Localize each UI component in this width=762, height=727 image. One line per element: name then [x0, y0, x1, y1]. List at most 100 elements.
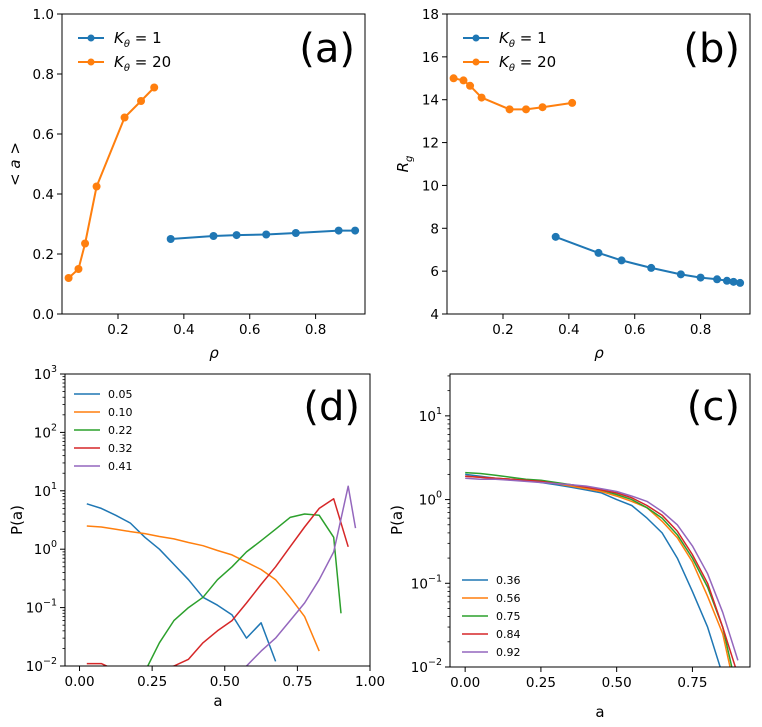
panel-d-xtick-label-4: 1.00 — [355, 674, 385, 690]
panel-a-series-0-point-4 — [291, 229, 300, 237]
panel-b-marks: 0.2 0.4 0.6 0.8 4 6 8 10 12 14 16 18 — [422, 7, 745, 338]
panel-a-legend: Kθ = 1 Kθ = 20 — [78, 29, 171, 74]
panel-b-series-0-point-2 — [617, 256, 626, 265]
panel-b-series-0-point-3 — [647, 263, 656, 272]
panel-a-xlabel: ρ — [209, 344, 219, 362]
legend-a-marker-1 — [87, 58, 95, 66]
panel-a-label: (a) — [299, 26, 355, 72]
panel-b-ytick-label-5: 14 — [422, 93, 439, 109]
panel-c-ytick-label-3: 101 — [419, 406, 442, 425]
panel-b-series-0-point-1 — [594, 248, 603, 257]
panel-a-ytick-label-2: 0.4 — [33, 187, 54, 203]
panel-d-series-2-line — [146, 513, 342, 666]
panel-b-label: (b) — [683, 26, 740, 72]
panel-b-xtick-label-1: 0.4 — [558, 322, 579, 338]
panel-b-series-1-point-4 — [505, 105, 514, 114]
panel-c-ylabel: P(a) — [388, 505, 406, 535]
panel-b-ytick-label-4: 12 — [422, 136, 439, 152]
panel-a-xtick-label-3: 0.8 — [305, 322, 326, 338]
legend-d-text-1: 0.10 — [108, 406, 133, 419]
panel-b-series-1-point-5 — [522, 105, 531, 114]
panel-b-series-0-point-4 — [676, 270, 685, 279]
panel-d-xtick-label-0: 0.00 — [64, 674, 94, 690]
legend-d-text-2: 0.22 — [108, 424, 133, 437]
panel-b-series-0-point-8 — [729, 277, 738, 286]
panel-d-label: (d) — [303, 384, 360, 430]
panel-c-legend: 0.36 0.56 0.75 0.84 0.92 — [462, 574, 521, 659]
legend-b-text-1: Kθ = 20 — [499, 53, 556, 74]
panel-a-xtick-label-2: 0.6 — [239, 322, 260, 338]
panel-b-ytick-label-7: 18 — [422, 7, 439, 23]
legend-a-text-0: Kθ = 1 — [114, 29, 162, 50]
panel-b-ytick-label-2: 8 — [430, 221, 439, 237]
panel-d-series-3-line — [86, 498, 349, 666]
panel-a-frame — [61, 13, 366, 315]
panel-c-xtick-label-0: 0.00 — [450, 675, 480, 691]
panel-c-ytick-label-1: 10−1 — [411, 573, 442, 592]
panel-a-ytick-label-5: 1.0 — [33, 7, 54, 23]
panel-a-xtick-label-1: 0.4 — [173, 322, 194, 338]
panel-c-xtick-label-3: 0.75 — [677, 675, 707, 691]
panel-a-ylabel: < a > — [6, 142, 24, 186]
panel-b-frame — [446, 13, 751, 315]
panel-b-ytick-label-3: 10 — [422, 178, 439, 194]
panel-b-xtick-label-3: 0.8 — [690, 322, 711, 338]
panel-a-series-0-point-3 — [262, 230, 271, 239]
panel-d-legend: 0.05 0.10 0.22 0.32 0.41 — [74, 388, 133, 473]
legend-d-text-3: 0.32 — [108, 442, 133, 455]
panel-b-series-1-point-0 — [449, 74, 458, 83]
panel-c-xlabel: a — [595, 703, 604, 721]
legend-c-text-2: 0.75 — [496, 610, 521, 623]
panel-a-series-0-point-0 — [166, 235, 175, 243]
panel-d-ytick-label-4: 102 — [34, 422, 57, 441]
legend-c-text-0: 0.36 — [496, 574, 521, 587]
panel-d-series-4-line — [245, 485, 357, 666]
panel-d: 0.00 0.25 0.50 0.75 1.00 10−2 10−1 100 101 102 103… — [8, 364, 385, 710]
panel-b-legend: Kθ = 1 Kθ = 20 — [463, 29, 556, 74]
panel-a-xtick-label-0: 0.2 — [107, 322, 128, 338]
panel-b-series-0-point-7 — [722, 276, 731, 285]
legend-b-marker-1 — [472, 58, 480, 66]
panel-d-ytick-label-3: 101 — [34, 481, 57, 500]
panel-c-ytick-label-0: 10−2 — [411, 657, 442, 676]
panel-b-series-0-point-0 — [551, 232, 560, 241]
legend-a-marker-0 — [87, 34, 95, 42]
panel-b-ytick-label-0: 4 — [430, 307, 439, 323]
panel-d-series-0-line — [86, 503, 277, 662]
panel-b-xlabel: ρ — [594, 344, 604, 362]
panel-b-ylabel: Rg — [394, 156, 415, 173]
legend-b-marker-0 — [472, 34, 480, 42]
panel-a-series-1-point-2 — [81, 239, 90, 248]
panel-a-ytick-label-1: 0.2 — [33, 247, 54, 263]
panel-a-series-1-point-1 — [74, 265, 83, 273]
panel-b-series-1-point-3 — [477, 93, 486, 102]
panel-c-xtick-label-1: 0.25 — [526, 675, 556, 691]
panel-c-series-4-line — [465, 477, 739, 661]
panel-b-series-1-point-1 — [459, 76, 468, 85]
panel-d-series-1-line — [86, 525, 320, 652]
legend-b-text-0: Kθ = 1 — [499, 29, 547, 50]
panel-a-series-0-point-5 — [334, 226, 343, 235]
panel-b: 0.2 0.4 0.6 0.8 4 6 8 10 12 14 16 18 (b) ρ Rg Kθ = … — [394, 7, 751, 362]
panel-a-ytick-label-4: 0.8 — [33, 67, 54, 83]
panel-d-xtick-label-1: 0.25 — [137, 674, 167, 690]
panel-a-ytick-label-0: 0.0 — [33, 307, 54, 323]
panel-a-ytick-label-3: 0.6 — [33, 127, 54, 143]
panel-d-xtick-label-3: 0.75 — [282, 674, 312, 690]
panel-c-ytick-label-2: 100 — [419, 490, 442, 509]
panel-b-series-0-point-5 — [696, 273, 705, 282]
panel-d-frame — [64, 373, 371, 667]
panel-b-series-0-point-9 — [736, 278, 745, 287]
panel-c-frame — [449, 373, 751, 668]
panel-c-label: (c) — [687, 384, 740, 430]
panel-b-series-1-point-6 — [538, 103, 547, 112]
panel-a-series-0-point-6 — [351, 226, 360, 235]
panel-d-ytick-label-5: 103 — [34, 364, 57, 383]
panel-a-series-1-point-3 — [92, 182, 101, 191]
panel-d-ylabel: P(a) — [8, 505, 26, 535]
panel-b-xtick-label-2: 0.6 — [624, 322, 645, 338]
panel-a-series-0-point-1 — [209, 232, 218, 240]
panel-d-ytick-label-2: 100 — [34, 539, 57, 558]
